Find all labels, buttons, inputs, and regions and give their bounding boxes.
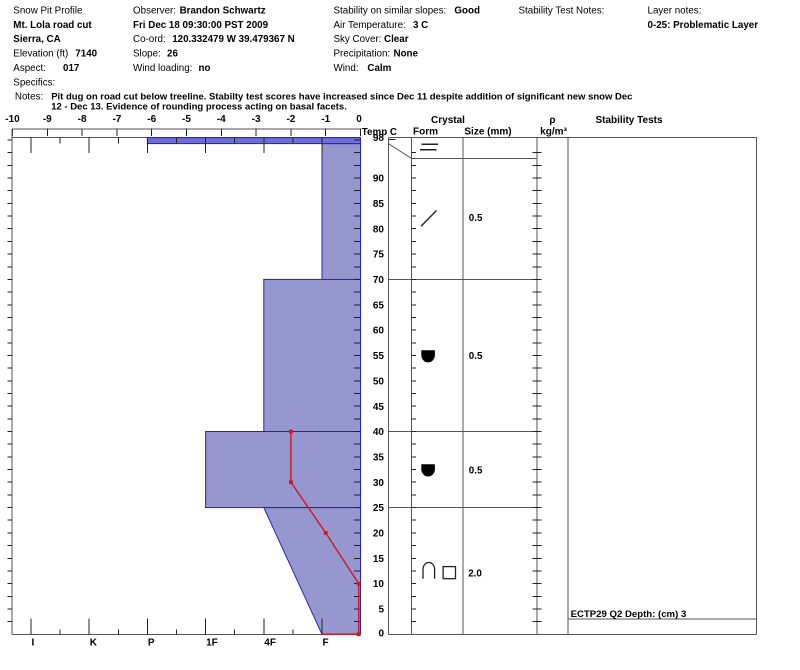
svg-text:0-25: Problematic Layer: 0-25: Problematic Layer <box>648 20 759 31</box>
svg-text:3 C: 3 C <box>413 20 428 31</box>
svg-text:Temp C: Temp C <box>362 127 397 138</box>
svg-text:40: 40 <box>373 427 385 438</box>
svg-text:Layer notes:: Layer notes: <box>648 6 702 17</box>
svg-text:Mt. Lola road cut: Mt. Lola road cut <box>13 20 92 31</box>
svg-text:Notes:: Notes: <box>15 92 43 103</box>
svg-text:12 - Dec 13. Evidence of round: 12 - Dec 13. Evidence of rounding proces… <box>51 102 347 113</box>
svg-text:Co-ord:: Co-ord: <box>133 34 166 45</box>
svg-text:0.5: 0.5 <box>469 351 483 362</box>
svg-text:Snow Pit Profile: Snow Pit Profile <box>13 6 83 17</box>
svg-text:-2: -2 <box>286 114 295 125</box>
svg-text:017: 017 <box>63 63 80 74</box>
svg-text:55: 55 <box>373 351 385 362</box>
svg-text:Pit dug on road cut below tree: Pit dug on road cut below treeline. Stab… <box>51 92 632 103</box>
svg-text:75: 75 <box>373 250 385 261</box>
svg-text:Sky Cover:: Sky Cover: <box>334 34 382 45</box>
svg-text:-1: -1 <box>321 114 330 125</box>
svg-text:-9: -9 <box>43 114 52 125</box>
svg-text:Elevation (ft): Elevation (ft) <box>13 49 68 60</box>
svg-text:Precipitation:: Precipitation: <box>334 49 391 60</box>
svg-text:60: 60 <box>373 326 385 337</box>
svg-text:K: K <box>90 638 98 649</box>
svg-text:Calm: Calm <box>367 63 391 74</box>
svg-text:F: F <box>323 638 329 649</box>
svg-text:7140: 7140 <box>75 49 97 60</box>
svg-text:Sierra, CA: Sierra, CA <box>13 34 60 45</box>
svg-text:5: 5 <box>378 605 384 616</box>
svg-text:45: 45 <box>373 402 385 413</box>
svg-text:Aspect:: Aspect: <box>13 63 46 74</box>
svg-text:98: 98 <box>373 133 385 144</box>
svg-text:120.332479 W 39.479367 N: 120.332479 W 39.479367 N <box>172 34 295 45</box>
svg-text:Slope:: Slope: <box>133 49 161 60</box>
svg-text:-5: -5 <box>182 114 191 125</box>
svg-text:-10: -10 <box>5 114 20 125</box>
svg-text:Brandon Schwartz: Brandon Schwartz <box>180 6 266 17</box>
svg-text:26: 26 <box>167 49 178 60</box>
svg-text:ECTP29 Q2 Depth: (cm) 3: ECTP29 Q2 Depth: (cm) 3 <box>571 609 687 620</box>
svg-text:None: None <box>394 49 419 60</box>
svg-text:kg/m³: kg/m³ <box>540 127 567 138</box>
svg-text:15: 15 <box>373 554 385 565</box>
svg-text:Crystal: Crystal <box>431 115 465 126</box>
svg-text:I: I <box>32 638 35 649</box>
svg-text:80: 80 <box>373 224 385 235</box>
svg-text:Specifics:: Specifics: <box>13 77 55 88</box>
svg-text:4F: 4F <box>264 638 276 649</box>
svg-text:Good: Good <box>454 6 480 17</box>
svg-text:-3: -3 <box>252 114 261 125</box>
svg-text:2.0: 2.0 <box>468 569 482 580</box>
svg-text:0: 0 <box>356 114 362 125</box>
svg-text:Clear: Clear <box>384 34 409 45</box>
svg-text:0.5: 0.5 <box>469 213 483 224</box>
svg-text:-4: -4 <box>217 114 226 125</box>
svg-text:Size (mm): Size (mm) <box>464 127 511 138</box>
svg-text:ρ: ρ <box>549 115 555 126</box>
svg-text:Form: Form <box>413 127 438 138</box>
svg-text:Fri Dec 18 09:30:00 PST 2009: Fri Dec 18 09:30:00 PST 2009 <box>133 20 269 31</box>
svg-text:Stability Tests: Stability Tests <box>595 115 662 126</box>
svg-text:50: 50 <box>373 376 385 387</box>
svg-text:30: 30 <box>373 478 385 489</box>
svg-text:Stability on similar slopes:: Stability on similar slopes: <box>334 6 447 17</box>
svg-text:20: 20 <box>373 529 385 540</box>
svg-text:0.5: 0.5 <box>469 466 483 477</box>
svg-text:Wind loading:: Wind loading: <box>133 63 192 74</box>
svg-text:Stability Test Notes:: Stability Test Notes: <box>519 6 605 17</box>
svg-text:Observer:: Observer: <box>133 6 176 17</box>
svg-text:65: 65 <box>373 300 385 311</box>
svg-text:-7: -7 <box>112 114 121 125</box>
svg-text:85: 85 <box>373 199 385 210</box>
svg-text:70: 70 <box>373 275 385 286</box>
svg-text:Wind:: Wind: <box>334 63 359 74</box>
svg-text:1F: 1F <box>206 638 218 649</box>
svg-text:-6: -6 <box>147 114 156 125</box>
svg-text:0: 0 <box>378 628 384 639</box>
svg-text:no: no <box>199 63 211 74</box>
svg-text:90: 90 <box>373 174 385 185</box>
svg-text:-8: -8 <box>78 114 87 125</box>
svg-text:35: 35 <box>373 453 385 464</box>
svg-text:Air Temperature:: Air Temperature: <box>334 20 406 31</box>
svg-text:10: 10 <box>373 579 385 590</box>
svg-text:25: 25 <box>373 503 385 514</box>
svg-text:P: P <box>148 638 155 649</box>
